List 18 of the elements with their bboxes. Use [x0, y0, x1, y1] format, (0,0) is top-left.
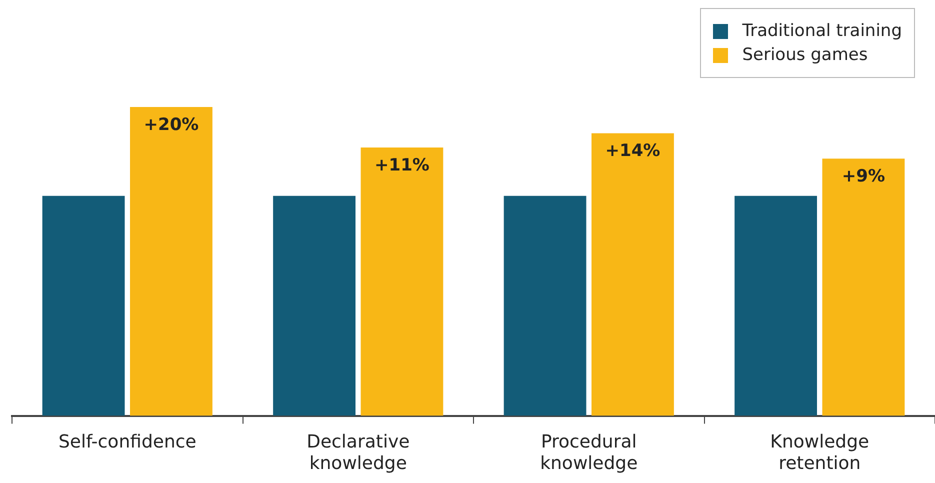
x-tick-label: Declarative knowledge [306, 431, 410, 474]
bar [504, 196, 586, 416]
legend-label: Serious games [742, 45, 868, 65]
x-tick-label: Knowledge retention [770, 431, 870, 474]
bar [734, 196, 817, 416]
bar [130, 107, 212, 416]
annotation: +9% [842, 166, 886, 186]
annotation: +11% [374, 155, 430, 176]
bar [273, 196, 356, 416]
x-tick-label: Self-confidence [58, 431, 196, 452]
legend-label: Traditional training [742, 21, 902, 41]
x-tick-label: Procedural knowledge [540, 431, 638, 474]
annotation: +14% [605, 141, 660, 162]
annotation: +20% [144, 114, 199, 135]
bar [822, 158, 905, 416]
bar [592, 133, 674, 416]
bar [42, 196, 125, 416]
bar [360, 147, 444, 416]
